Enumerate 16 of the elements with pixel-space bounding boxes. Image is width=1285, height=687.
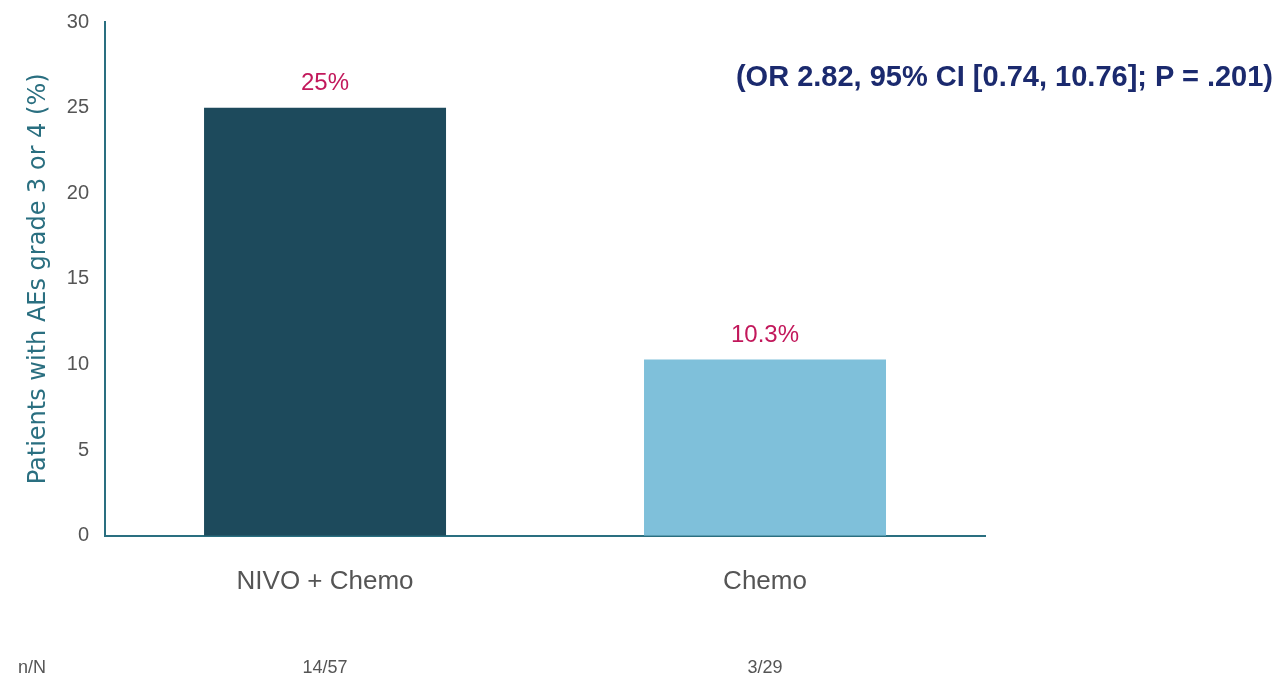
text: n/N xyxy=(18,656,47,677)
y-tick-label: 30 xyxy=(66,9,90,32)
y-tick-label: 0 xyxy=(77,523,90,546)
y-tick-label: 20 xyxy=(66,180,90,203)
y-tick-label: 15 xyxy=(66,266,90,289)
y-tick-label: 5 xyxy=(77,437,90,460)
y-tick-label: 25 xyxy=(66,95,90,118)
x-tick-label: Chemo xyxy=(723,564,807,595)
text: 14/57 xyxy=(302,656,348,677)
annotation: (OR 2.82, 95% CI [0.74, 10.76]; P = .201) xyxy=(735,60,1273,93)
x-tick-label: NIVO + Chemo xyxy=(236,564,414,595)
y-axis-title: Patients with AEs grade 3 or 4 (%) xyxy=(22,73,51,485)
data-label: 25% xyxy=(301,68,350,96)
text: 3/29 xyxy=(747,656,783,677)
data-label: 10.3% xyxy=(730,320,800,348)
y-tick-label: 10 xyxy=(66,352,90,375)
